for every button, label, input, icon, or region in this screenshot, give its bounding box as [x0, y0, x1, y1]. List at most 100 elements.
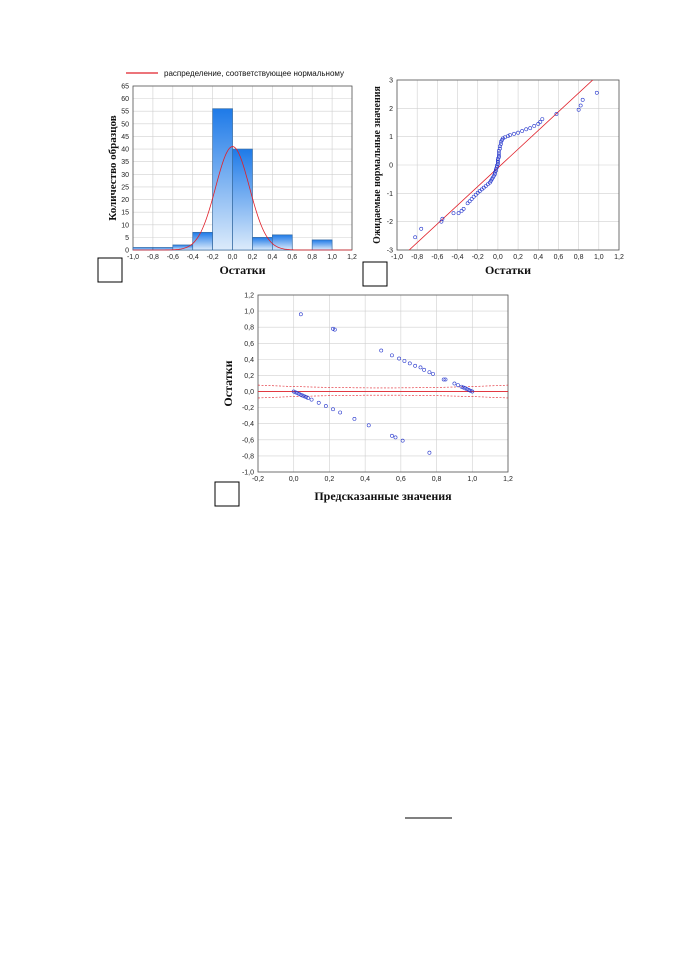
y-tick-label: 30 [121, 172, 129, 179]
data-point [536, 122, 541, 126]
data-point [576, 107, 581, 112]
data-point [402, 359, 407, 363]
data-point [304, 395, 309, 400]
data-point [580, 97, 585, 102]
data-point [497, 148, 501, 153]
data-point [467, 199, 472, 204]
data-point [470, 389, 475, 394]
x-tick-label: -0,8 [147, 254, 159, 261]
y-tick-label: 20 [121, 197, 129, 204]
data-point [538, 120, 543, 124]
data-point [463, 386, 468, 391]
data-point [492, 172, 497, 176]
x-tick-label: 0,2 [248, 254, 258, 261]
histogram-bar [212, 108, 233, 251]
data-point [524, 127, 529, 132]
data-point [528, 126, 533, 131]
histogram-bar [192, 231, 213, 251]
data-point [297, 392, 301, 396]
data-point [540, 117, 545, 122]
confidence-band-lower [257, 394, 509, 399]
data-point [465, 201, 470, 206]
data-point [440, 216, 445, 221]
data-point [532, 124, 537, 128]
y-tick-label: 3 [389, 78, 393, 85]
data-point [456, 383, 460, 388]
data-point [390, 433, 394, 438]
y-tick-label: 0 [125, 248, 129, 255]
x-axis-title: Остатки [219, 263, 265, 277]
data-point [497, 153, 501, 158]
data-point [427, 450, 432, 455]
normal-probability-plot: -1,0 -0,8 -0,6 -0,4 -0,2 0,0 0,2 0,4 0,6 0,8 1,0 1,… [372, 78, 624, 278]
x-tick-label: -0,2 [472, 254, 484, 261]
data-point [461, 385, 466, 390]
data-point [498, 146, 502, 151]
data-point [506, 134, 510, 139]
y-tick-label: 1 [389, 134, 393, 141]
x-tick-label: -1,0 [391, 254, 403, 261]
y-axis-title: Остатки [221, 360, 235, 406]
data-point [512, 131, 516, 136]
plot-area [258, 295, 508, 472]
data-point [493, 168, 498, 173]
y-tick-label: 2 [389, 106, 393, 113]
answer-box-1[interactable] [97, 257, 123, 283]
y-tick-label: 65 [121, 84, 129, 91]
answer-box-2[interactable] [362, 261, 388, 287]
y-tick-label: 60 [121, 96, 129, 103]
x-tick-label: -0,2 [207, 254, 219, 261]
reference-line [408, 80, 594, 250]
data-point [494, 165, 499, 170]
y-tick-label: -0,2 [242, 405, 254, 412]
y-tick-label: -0,8 [242, 453, 254, 460]
data-point [498, 144, 502, 149]
y-tick-label: 1,0 [244, 309, 254, 316]
y-tick-label: 45 [121, 134, 129, 141]
x-tick-label: -1,0 [127, 254, 139, 261]
y-tick-label: 40 [121, 147, 129, 154]
x-tick-label: 0,0 [493, 254, 503, 261]
data-point [441, 377, 446, 382]
x-tick-label: 0,8 [574, 254, 584, 261]
data-point [456, 211, 461, 216]
data-point [469, 197, 474, 201]
data-point [497, 151, 501, 156]
data-point [407, 361, 412, 366]
data-point [516, 130, 520, 135]
data-point [366, 423, 371, 428]
data-point [508, 133, 512, 137]
data-point [427, 370, 432, 375]
y-tick-label: 0,4 [244, 357, 254, 364]
answer-box-3[interactable] [214, 481, 240, 507]
data-point [316, 400, 321, 405]
data-point [400, 438, 405, 443]
x-axis-title: Остатки [485, 263, 531, 277]
data-point [331, 326, 335, 331]
data-point [413, 235, 418, 240]
data-point [578, 103, 583, 108]
y-tick-label: 0 [389, 163, 393, 170]
x-tick-label: 1,0 [594, 254, 604, 261]
x-tick-label: -0,2 [252, 476, 264, 483]
data-point [291, 389, 296, 394]
x-tick-label: 0,4 [533, 254, 543, 261]
data-point [459, 384, 464, 389]
data-point [302, 394, 307, 399]
y-tick-label: 0,6 [244, 341, 254, 348]
data-point [332, 327, 337, 332]
x-tick-label: -0,6 [431, 254, 443, 261]
x-tick-label: -0,8 [411, 254, 423, 261]
x-tick-label: 0,0 [228, 254, 238, 261]
x-tick-label: 0,6 [554, 254, 564, 261]
y-tick-label: -1,0 [242, 470, 254, 477]
data-point [379, 348, 384, 353]
x-tick-label: -0,4 [452, 254, 464, 261]
x-tick-label: 1,2 [614, 254, 624, 261]
data-point [497, 155, 501, 159]
data-point [295, 391, 300, 396]
x-tick-label: 1,2 [347, 254, 357, 261]
normal-curve [133, 146, 352, 251]
data-point [496, 158, 500, 163]
